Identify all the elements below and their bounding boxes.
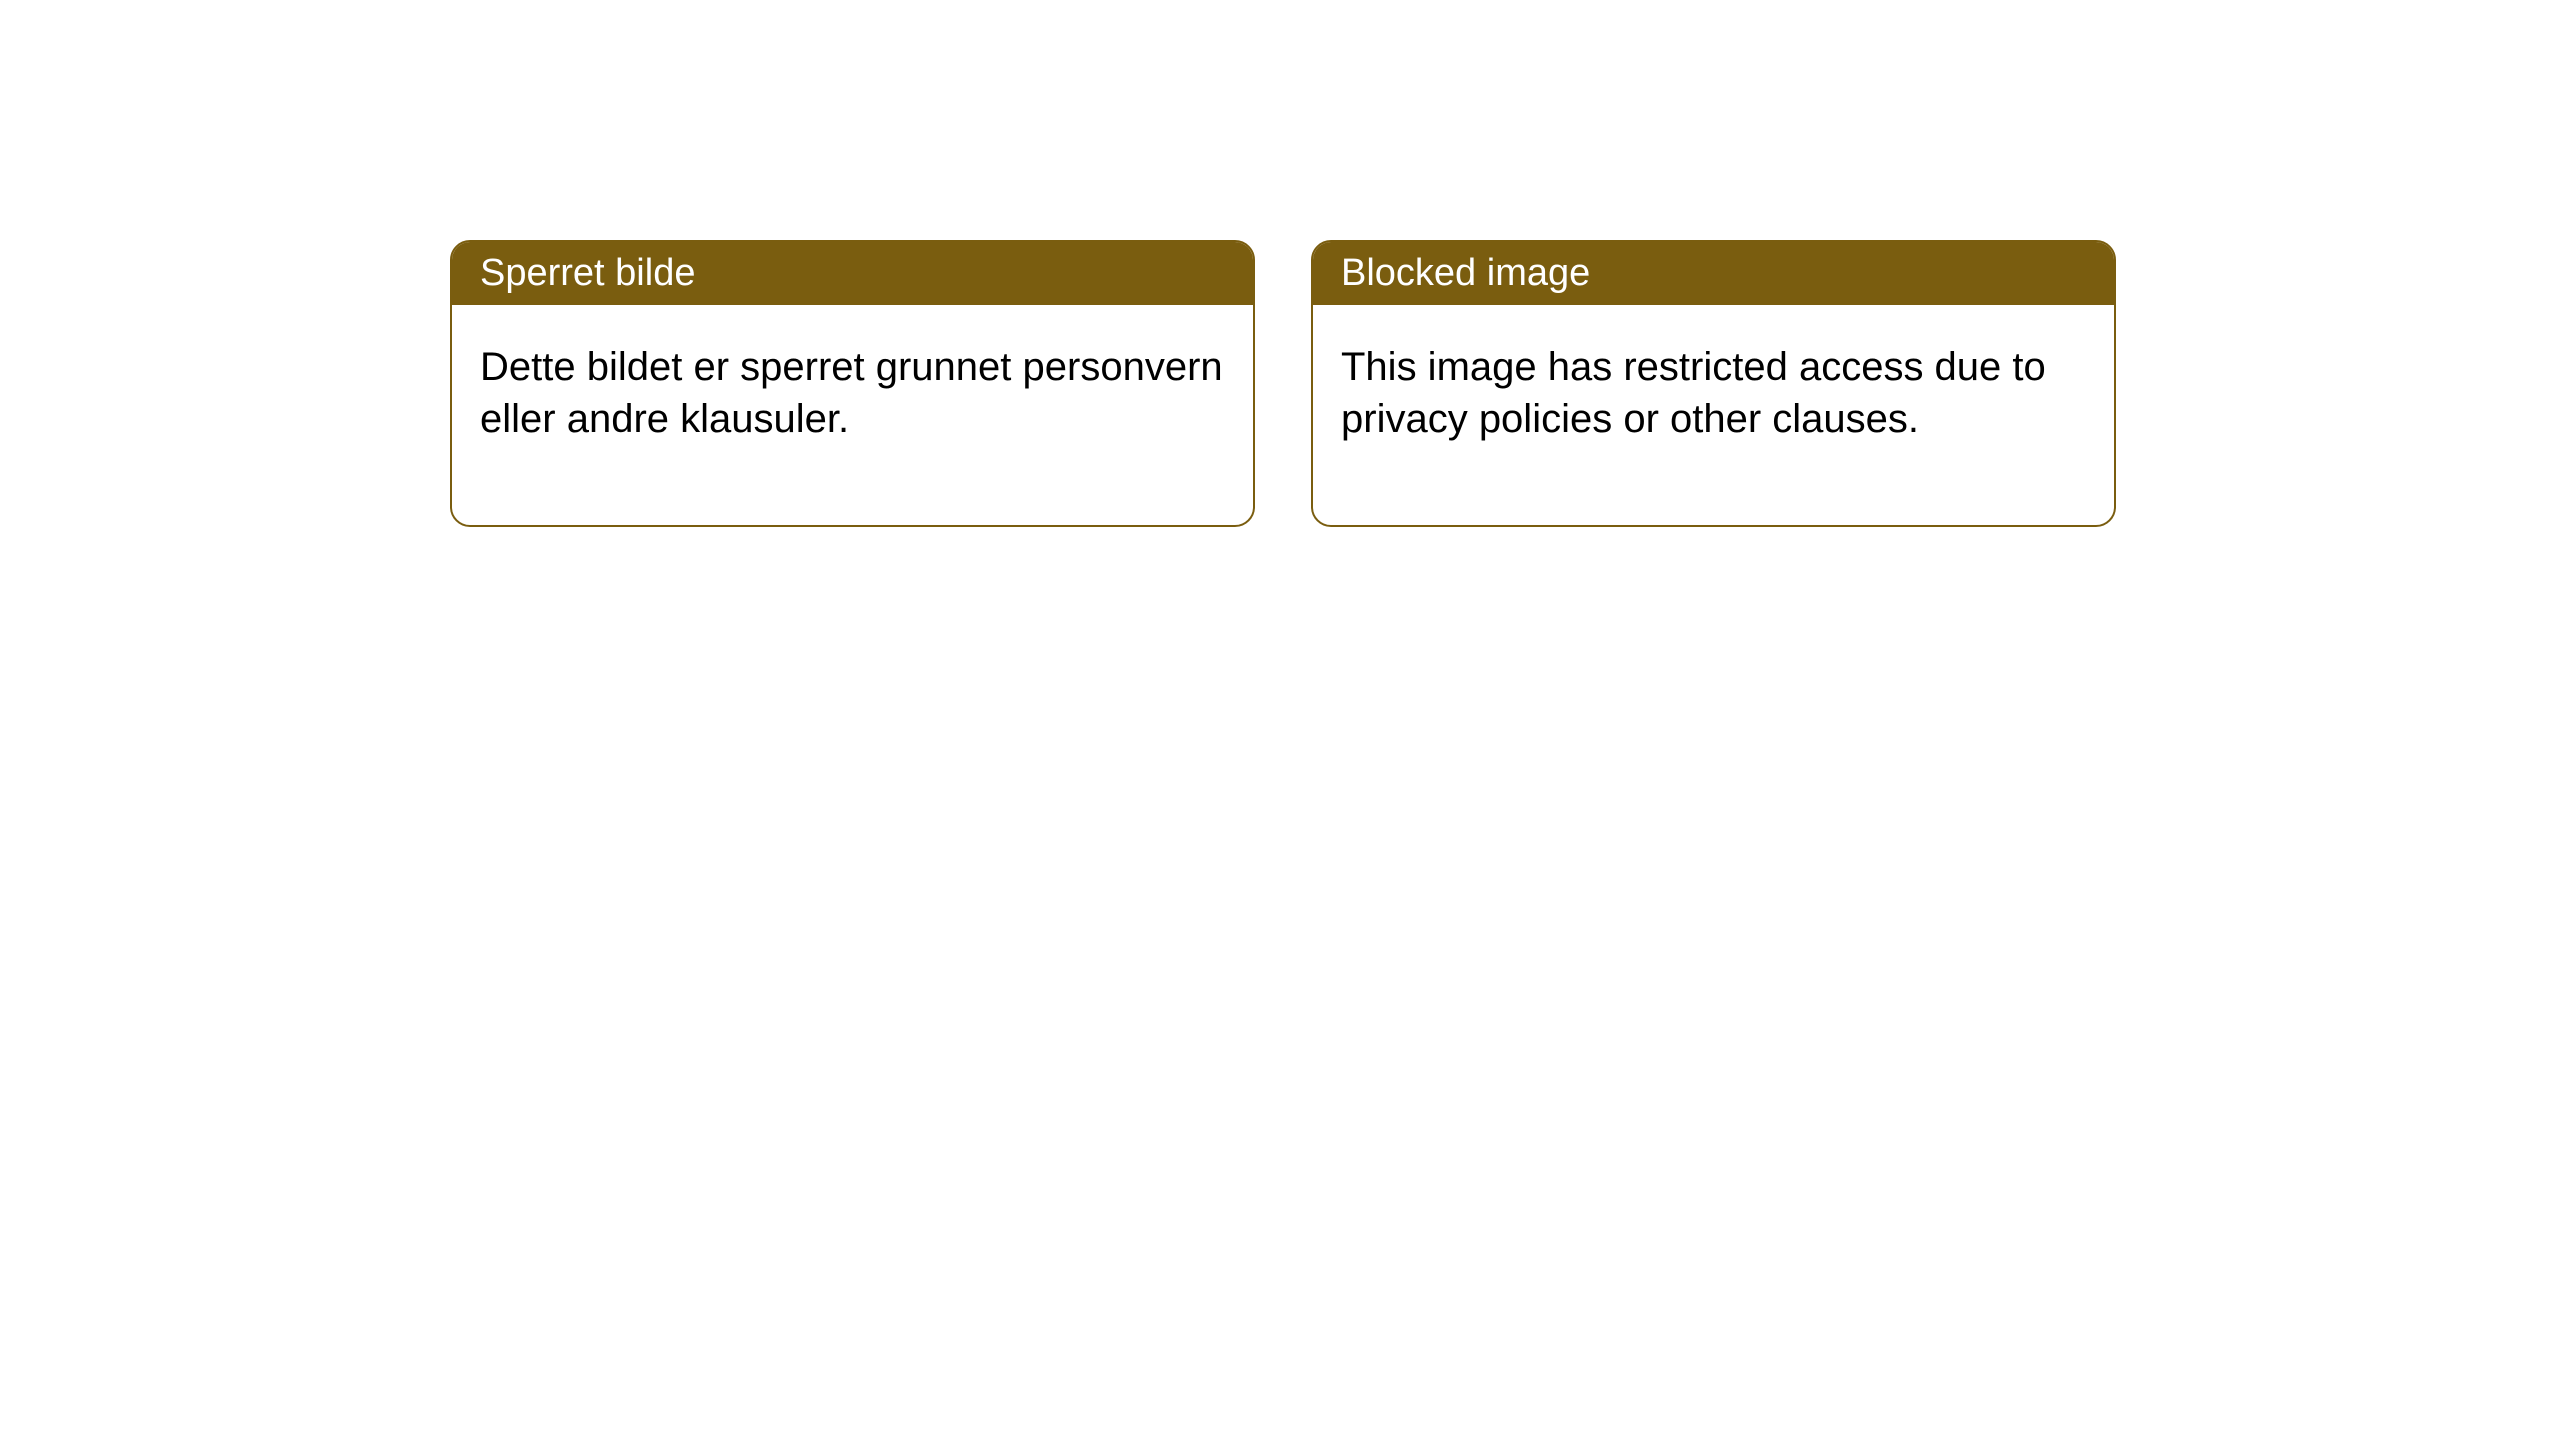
card-header: Blocked image (1313, 242, 2114, 305)
card-body: Dette bildet er sperret grunnet personve… (452, 305, 1253, 525)
notice-card-english: Blocked image This image has restricted … (1311, 240, 2116, 527)
notice-card-norwegian: Sperret bilde Dette bildet er sperret gr… (450, 240, 1255, 527)
card-header: Sperret bilde (452, 242, 1253, 305)
card-title: Sperret bilde (480, 252, 695, 294)
card-body: This image has restricted access due to … (1313, 305, 2114, 525)
card-title: Blocked image (1341, 252, 1590, 294)
card-body-text: Dette bildet er sperret grunnet personve… (480, 345, 1223, 441)
notice-cards-container: Sperret bilde Dette bildet er sperret gr… (450, 240, 2560, 527)
card-body-text: This image has restricted access due to … (1341, 345, 2046, 441)
